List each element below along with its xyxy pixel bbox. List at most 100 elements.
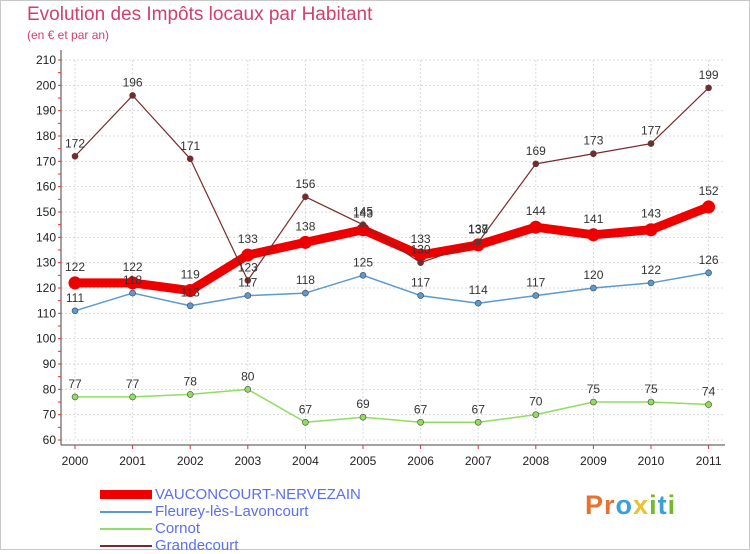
data-label-cornot: 77	[68, 377, 82, 391]
data-point-vauconcourt-nervezain	[68, 276, 82, 290]
data-label-vauconcourt-nervezain: 137	[468, 222, 488, 236]
data-label-vauconcourt-nervezain: 141	[583, 212, 603, 226]
data-label-vauconcourt-nervezain: 144	[526, 204, 546, 218]
y-tick-label: 80	[43, 382, 57, 396]
x-tick-label: 2003	[234, 454, 261, 468]
data-point-grandecourt	[590, 150, 597, 158]
legend: VAUCONCOURT-NERVEZAIN Fleurey-lès-Lavonco…	[100, 486, 361, 554]
data-label-fleurey-l-s-lavoncourt: 111	[66, 291, 85, 305]
data-label-grandecourt: 169	[526, 144, 546, 158]
data-point-fleurey-l-s-lavoncourt	[244, 292, 252, 299]
data-point-cornot	[532, 411, 540, 418]
data-point-fleurey-l-s-lavoncourt	[302, 289, 309, 297]
y-tick-label: 140	[36, 230, 56, 244]
data-label-fleurey-l-s-lavoncourt: 117	[238, 276, 257, 290]
data-label-grandecourt: 199	[699, 68, 719, 82]
data-label-grandecourt: 145	[353, 205, 373, 219]
data-label-vauconcourt-nervezain: 119	[181, 268, 200, 282]
legend-swatch	[100, 490, 152, 499]
data-point-grandecourt	[129, 92, 136, 99]
data-point-cornot	[71, 393, 79, 401]
data-label-grandecourt: 130	[411, 243, 431, 257]
data-point-fleurey-l-s-lavoncourt	[359, 272, 367, 279]
legend-label: VAUCONCOURT-NERVEZAIN	[155, 486, 361, 503]
data-point-grandecourt	[244, 277, 252, 284]
data-point-fleurey-l-s-lavoncourt	[590, 284, 597, 292]
x-tick-label: 2002	[177, 454, 204, 468]
y-tick-label: 130	[36, 256, 56, 270]
x-tick-label: 2008	[522, 454, 549, 468]
data-point-cornot	[474, 418, 482, 426]
x-tick-label: 2010	[638, 454, 665, 468]
data-label-cornot: 69	[356, 397, 370, 411]
data-label-fleurey-l-s-lavoncourt: 117	[411, 276, 430, 290]
legend-item: Grandecourt	[100, 537, 361, 554]
data-point-cornot	[302, 418, 309, 426]
x-tick-label: 2000	[62, 454, 89, 468]
legend-label: Grandecourt	[155, 537, 239, 554]
legend-swatch	[100, 544, 152, 547]
data-point-vauconcourt-nervezain	[586, 228, 600, 242]
data-label-cornot: 77	[126, 377, 140, 391]
y-tick-label: 180	[36, 129, 56, 143]
data-point-cornot	[359, 413, 367, 421]
data-label-cornot: 67	[299, 402, 313, 416]
data-label-vauconcourt-nervezain: 143	[353, 207, 373, 221]
data-label-cornot: 75	[644, 382, 658, 396]
data-point-grandecourt	[71, 152, 79, 160]
data-point-cornot	[647, 398, 655, 406]
data-label-grandecourt: 123	[238, 260, 258, 274]
y-tick-label: 120	[36, 281, 56, 295]
chart-subtitle: (en € et par an)	[27, 28, 110, 42]
data-label-grandecourt: 173	[583, 134, 603, 148]
legend-swatch	[100, 510, 152, 513]
x-tick-label: 2006	[407, 454, 434, 468]
data-label-grandecourt: 156	[295, 177, 315, 191]
y-tick-label: 100	[36, 332, 56, 346]
data-label-fleurey-l-s-lavoncourt: 122	[641, 263, 661, 277]
legend-label: Cornot	[155, 520, 201, 537]
data-point-cornot	[244, 386, 252, 393]
data-label-cornot: 80	[241, 369, 255, 383]
data-point-grandecourt	[302, 193, 309, 201]
data-point-grandecourt	[647, 140, 655, 147]
series-line-grandecourt	[74, 87, 710, 281]
data-point-vauconcourt-nervezain	[644, 223, 658, 237]
data-label-grandecourt: 171	[180, 139, 200, 153]
x-tick-label: 2001	[119, 454, 146, 468]
data-label-fleurey-l-s-lavoncourt: 120	[583, 268, 603, 282]
data-label-fleurey-l-s-lavoncourt: 117	[526, 276, 545, 290]
data-point-grandecourt	[532, 160, 540, 168]
data-point-vauconcourt-nervezain	[529, 220, 543, 234]
logo-letter: i	[649, 490, 658, 520]
y-tick-label: 170	[36, 154, 56, 168]
data-point-vauconcourt-nervezain	[183, 284, 197, 298]
x-tick-label: 2005	[350, 454, 377, 468]
data-label-vauconcourt-nervezain: 122	[65, 260, 85, 274]
y-tick-label: 110	[37, 306, 56, 320]
data-point-fleurey-l-s-lavoncourt	[71, 307, 79, 315]
proxiti-logo: Proxiti	[585, 490, 676, 521]
x-tick-label: 2009	[580, 454, 607, 468]
data-label-grandecourt: 138	[468, 222, 488, 236]
data-label-fleurey-l-s-lavoncourt: 126	[699, 253, 719, 267]
legend-swatch	[100, 527, 152, 530]
data-label-fleurey-l-s-lavoncourt: 118	[123, 273, 142, 287]
data-point-cornot	[705, 401, 712, 408]
x-tick-label: 2007	[465, 454, 492, 468]
data-label-fleurey-l-s-lavoncourt: 113	[181, 286, 200, 300]
data-label-cornot: 67	[414, 402, 428, 416]
data-label-vauconcourt-nervezain: 133	[411, 232, 431, 246]
data-label-grandecourt: 172	[65, 136, 85, 150]
logo-letter: i	[667, 490, 677, 520]
data-point-grandecourt	[359, 221, 367, 228]
data-point-fleurey-l-s-lavoncourt	[417, 292, 424, 299]
x-tick-label: 2004	[292, 454, 319, 468]
data-label-cornot: 74	[702, 385, 716, 399]
y-tick-label: 200	[36, 78, 56, 92]
data-label-fleurey-l-s-lavoncourt: 114	[469, 283, 488, 297]
series-line-vauconcourt-nervezain	[75, 202, 711, 296]
legend-item: VAUCONCOURT-NERVEZAIN	[100, 486, 361, 503]
data-point-vauconcourt-nervezain	[241, 248, 255, 262]
